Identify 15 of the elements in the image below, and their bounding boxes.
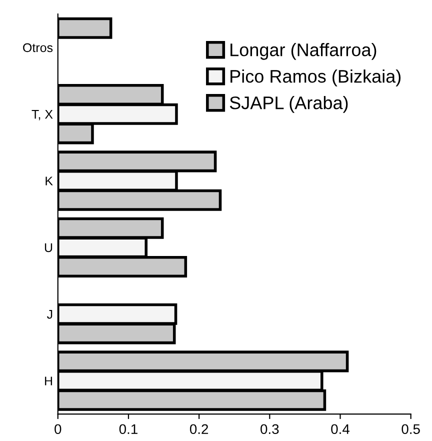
legend-label: Longar (Naffarroa) [230, 43, 376, 60]
x-tick-label: 0.4 [331, 424, 350, 434]
y-tick-label: U [44, 243, 52, 252]
x-tick-label: 0.5 [402, 424, 420, 434]
legend-label: Pico Ramos (Bizkaia) [230, 69, 401, 86]
x-tick-label: 0.2 [190, 424, 208, 434]
y-tick-label: H [45, 376, 52, 386]
y-tick-label: K [46, 176, 53, 186]
x-tick-label: 0.1 [119, 424, 138, 434]
y-tick-label: J [46, 310, 52, 319]
x-tick-label: 0 [54, 424, 62, 434]
legend-label: SJAPL (Araba) [230, 96, 348, 113]
y-tick-label: T, X [32, 110, 53, 120]
x-tick-label: 0.3 [260, 424, 279, 434]
y-tick-label: Otros [23, 43, 53, 52]
